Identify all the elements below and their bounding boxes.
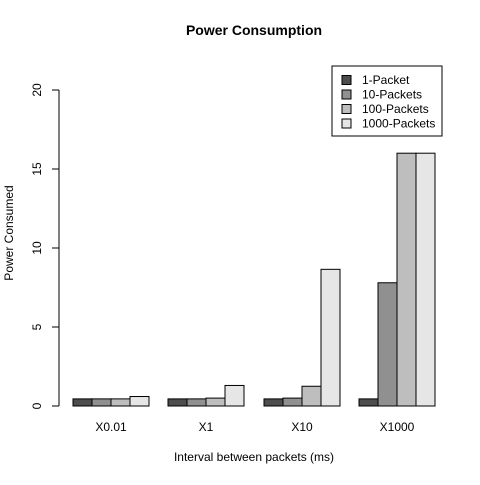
bar-1000-packets-x1 [225, 385, 244, 406]
y-axis: 0 5 10 15 20 [30, 83, 59, 409]
y-axis-label: Power Consumed [2, 185, 16, 280]
legend-swatch [342, 105, 351, 114]
x-tick-label: X1000 [380, 420, 415, 434]
legend: 1-Packet10-Packets100-Packets1000-Packet… [332, 66, 442, 136]
legend-label: 1000-Packets [362, 117, 435, 131]
y-tick-label: 15 [30, 162, 44, 176]
bar-100-packets-x1000 [397, 153, 416, 406]
legend-swatch [342, 119, 351, 128]
legend-label: 1-Packet [362, 73, 410, 87]
y-tick-label: 0 [30, 402, 44, 409]
bar-10-packets-x1 [187, 399, 206, 406]
bar-1-packet-x1 [168, 399, 187, 406]
bar-1000-packets-x10 [321, 269, 340, 406]
bar-10-packets-x10 [283, 398, 302, 406]
bar-1-packet-x10 [264, 399, 283, 406]
legend-swatch [342, 76, 351, 85]
chart-title: Power Consumption [186, 22, 322, 38]
legend-label: 100-Packets [362, 102, 429, 116]
bar-1-packet-x1000 [359, 399, 378, 406]
x-tick-label: X1 [199, 420, 214, 434]
bars-group [73, 153, 435, 406]
y-tick-label: 10 [30, 241, 44, 255]
y-tick-label: 5 [30, 323, 44, 330]
bar-10-packets-x1000 [378, 283, 397, 406]
bar-10-packets-x0-01 [92, 399, 111, 406]
x-axis-label: Interval between packets (ms) [174, 450, 334, 464]
x-tick-label: X0.01 [95, 420, 127, 434]
bar-1000-packets-x1000 [416, 153, 435, 406]
bar-1-packet-x0-01 [73, 399, 92, 406]
bar-1000-packets-x0-01 [130, 397, 149, 406]
y-tick-label: 20 [30, 83, 44, 97]
legend-label: 10-Packets [362, 88, 422, 102]
legend-swatch [342, 90, 351, 99]
x-tick-label: X10 [291, 420, 313, 434]
x-tick-labels: X0.01 X1 X10 X1000 [95, 420, 414, 434]
bar-100-packets-x10 [302, 386, 321, 406]
bar-100-packets-x0-01 [111, 399, 130, 406]
bar-100-packets-x1 [206, 398, 225, 406]
